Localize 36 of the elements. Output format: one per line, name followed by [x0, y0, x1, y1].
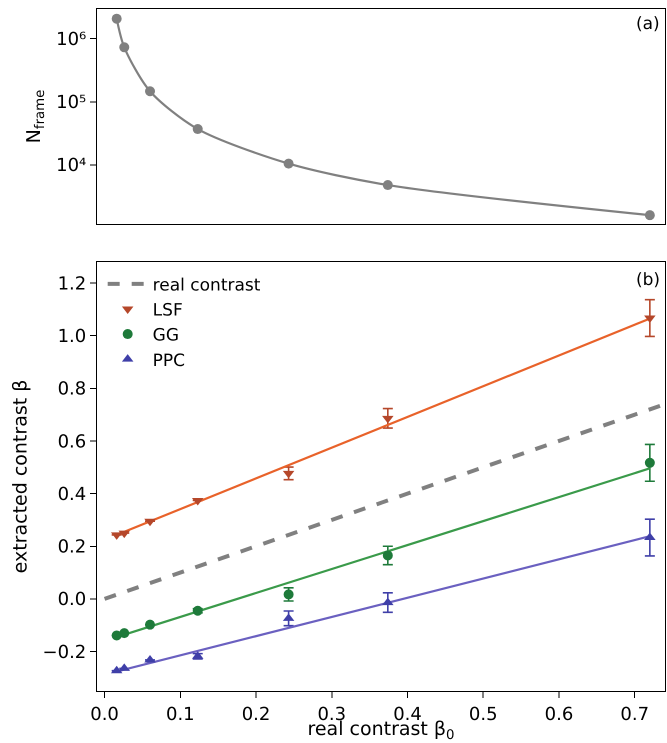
- x-tick-label: 0.4: [393, 704, 422, 725]
- y-tick-label: 1.0: [58, 326, 86, 347]
- y-tick-label: 10⁴: [56, 155, 86, 176]
- point: [644, 210, 655, 220]
- point: [192, 124, 203, 134]
- point: [382, 550, 393, 560]
- y-tick-label: 0.0: [58, 589, 86, 610]
- y-tick-label: 0.4: [58, 484, 86, 505]
- annotation: (b): [636, 270, 660, 290]
- x-tick-label: 0.1: [166, 704, 195, 725]
- legend-label: real contrast: [152, 275, 261, 296]
- legend-label: PPC: [152, 350, 186, 371]
- y-tick-label: 10⁶: [56, 28, 86, 50]
- x-tick-label: 0.5: [468, 704, 498, 725]
- point: [284, 158, 294, 169]
- legend-label: LSF: [152, 300, 183, 321]
- point: [382, 180, 393, 190]
- point: [112, 14, 122, 24]
- y-tick-label: 0.8: [58, 378, 86, 400]
- y-tick-label: 0.2: [58, 536, 86, 558]
- point: [644, 458, 655, 468]
- x-tick-label: 0.6: [544, 704, 574, 725]
- point: [119, 42, 130, 52]
- point: [119, 628, 130, 638]
- y-tick-label: 1.2: [58, 273, 86, 294]
- x-tick-label: 0.0: [90, 704, 119, 725]
- y-tick-label: −0.2: [42, 642, 86, 663]
- point: [145, 620, 156, 630]
- y-axis-title: extracted contrast β: [9, 380, 32, 574]
- y-tick-label: 10⁵: [56, 92, 86, 114]
- point: [145, 86, 156, 96]
- x-tick-label: 0.7: [620, 704, 650, 725]
- x-tick-label: 0.2: [242, 704, 270, 725]
- y-tick-label: 0.6: [58, 431, 86, 452]
- annotation: (a): [636, 14, 660, 34]
- legend-label: GG: [152, 326, 180, 346]
